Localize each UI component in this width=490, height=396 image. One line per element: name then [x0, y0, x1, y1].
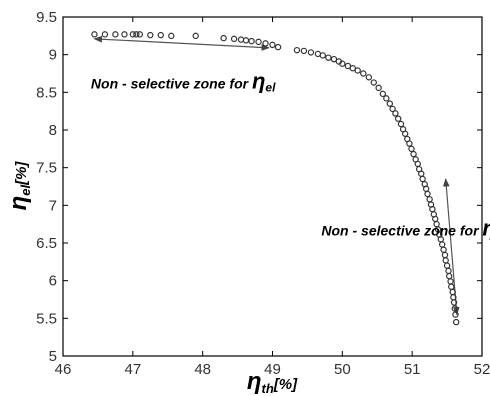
- x-tick-label: 47: [124, 361, 141, 378]
- data-point: [300, 47, 308, 55]
- y-tick-label: 5.5: [36, 310, 57, 327]
- axis-ticks: [62, 16, 483, 357]
- data-point: [133, 31, 140, 38]
- data-point: [344, 62, 352, 70]
- annotation-label: Non - selective zone for ηel: [91, 69, 276, 95]
- data-point: [424, 190, 431, 198]
- data-point: [392, 110, 399, 117]
- x-tick-label: 51: [404, 361, 421, 378]
- data-point: [452, 318, 460, 326]
- data-point: [129, 31, 137, 38]
- data-point: [91, 31, 98, 38]
- x-tick-label: 48: [194, 361, 211, 378]
- data-point: [349, 65, 357, 72]
- data-point: [307, 49, 315, 56]
- annotation-symbol: η: [252, 69, 265, 94]
- data-point: [339, 60, 346, 67]
- y-tick-label: 7: [49, 197, 57, 214]
- y-tick-label: 8: [49, 122, 57, 139]
- data-point: [452, 311, 459, 318]
- data-point: [319, 52, 326, 59]
- y-axis-unit: [%]: [13, 161, 30, 186]
- data-point: [168, 32, 175, 40]
- annotation-symbol: η: [482, 215, 490, 240]
- data-point: [330, 55, 338, 63]
- data-point: [255, 38, 262, 46]
- x-axis-title: ηth[%]: [247, 368, 298, 396]
- data-points: [91, 31, 460, 326]
- annotation-subscript: el: [265, 81, 276, 95]
- data-point: [410, 150, 417, 158]
- data-point: [386, 100, 394, 107]
- y-tick-label: 7.5: [36, 160, 57, 177]
- x-axis-subscript: th: [262, 381, 274, 396]
- x-tick-label: 49: [264, 361, 281, 378]
- data-point: [406, 140, 413, 147]
- data-point: [230, 35, 238, 43]
- annotation-text: Non - selective zone for: [91, 76, 252, 92]
- data-point: [136, 31, 144, 38]
- y-tick-labels: 5 5.5 6 6.5 7 7.5 8 8.5 9 9.5: [36, 9, 57, 365]
- y-tick-label: 9.5: [36, 9, 57, 26]
- y-tick-label: 5: [49, 348, 57, 365]
- y-tick-label: 9: [49, 47, 57, 64]
- data-point: [293, 46, 301, 54]
- data-point: [383, 95, 390, 102]
- x-axis-unit: [%]: [273, 376, 298, 393]
- data-point: [192, 32, 199, 40]
- y-axis-title: ηel[%]: [5, 161, 33, 211]
- data-point: [101, 31, 109, 38]
- data-point: [419, 175, 426, 183]
- data-point: [379, 90, 387, 98]
- data-point: [389, 105, 396, 113]
- data-point: [262, 40, 269, 47]
- y-axis-symbol: η: [5, 196, 32, 211]
- x-tick-label: 50: [334, 361, 351, 378]
- data-point: [370, 79, 377, 86]
- y-tick-label: 8.5: [36, 84, 57, 101]
- plot-area: [62, 16, 483, 357]
- data-point: [121, 31, 128, 38]
- y-tick-label: 6.5: [36, 235, 57, 252]
- data-point: [401, 130, 409, 137]
- data-point: [325, 54, 332, 61]
- x-tick-label: 52: [474, 361, 490, 378]
- data-point: [157, 31, 164, 39]
- data-point: [354, 67, 361, 74]
- data-point: [395, 115, 402, 122]
- data-point: [450, 299, 458, 306]
- data-point: [112, 31, 119, 38]
- y-tick-label: 6: [49, 273, 57, 290]
- annotation-label: Non - selective zone for ηth: [321, 215, 490, 241]
- data-point: [451, 305, 458, 312]
- data-point: [375, 84, 382, 92]
- data-point: [274, 43, 282, 51]
- x-axis-symbol: η: [247, 368, 262, 395]
- x-tick-labels: 46 47 48 49 50 51 52: [55, 361, 490, 378]
- data-point: [220, 34, 227, 42]
- y-axis-subscript: el: [18, 185, 33, 196]
- data-point: [397, 120, 405, 128]
- data-point: [408, 145, 415, 153]
- data-point: [269, 41, 276, 49]
- annotation-text: Non - selective zone for: [321, 222, 482, 238]
- data-point: [365, 74, 373, 81]
- data-point: [248, 37, 255, 45]
- data-point: [360, 70, 367, 77]
- annotation-arrow: [93, 35, 270, 51]
- data-point: [147, 31, 154, 39]
- x-tick-label: 46: [55, 361, 72, 378]
